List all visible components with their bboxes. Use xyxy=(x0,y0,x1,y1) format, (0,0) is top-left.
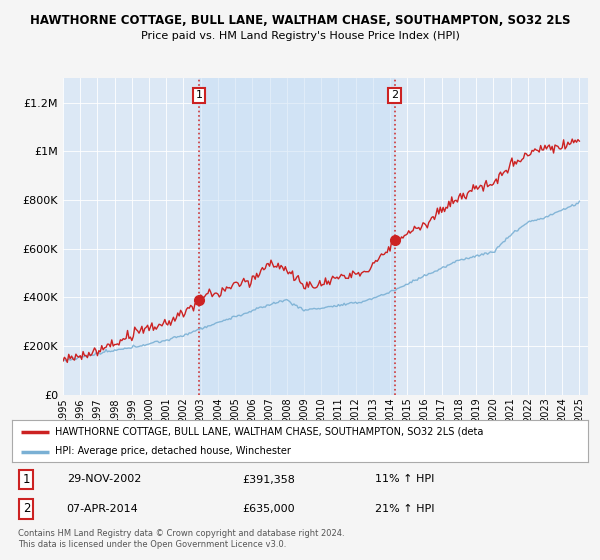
Text: 21% ↑ HPI: 21% ↑ HPI xyxy=(375,504,434,514)
Text: 29-NOV-2002: 29-NOV-2002 xyxy=(67,474,141,484)
Text: 1: 1 xyxy=(23,473,30,486)
Text: 2: 2 xyxy=(23,502,30,515)
Text: 2: 2 xyxy=(391,90,398,100)
Text: HAWTHORNE COTTAGE, BULL LANE, WALTHAM CHASE, SOUTHAMPTON, SO32 2LS: HAWTHORNE COTTAGE, BULL LANE, WALTHAM CH… xyxy=(30,14,570,27)
Text: Price paid vs. HM Land Registry's House Price Index (HPI): Price paid vs. HM Land Registry's House … xyxy=(140,31,460,41)
Text: HPI: Average price, detached house, Winchester: HPI: Average price, detached house, Winc… xyxy=(55,446,291,456)
Text: HAWTHORNE COTTAGE, BULL LANE, WALTHAM CHASE, SOUTHAMPTON, SO32 2LS (deta: HAWTHORNE COTTAGE, BULL LANE, WALTHAM CH… xyxy=(55,427,484,437)
Text: 1: 1 xyxy=(196,90,203,100)
Text: 07-APR-2014: 07-APR-2014 xyxy=(67,504,139,514)
Bar xyxy=(199,78,395,395)
Text: Contains HM Land Registry data © Crown copyright and database right 2024.
This d: Contains HM Land Registry data © Crown c… xyxy=(18,529,344,549)
Text: £635,000: £635,000 xyxy=(242,504,295,514)
Text: 11% ↑ HPI: 11% ↑ HPI xyxy=(375,474,434,484)
Text: £391,358: £391,358 xyxy=(242,474,295,484)
